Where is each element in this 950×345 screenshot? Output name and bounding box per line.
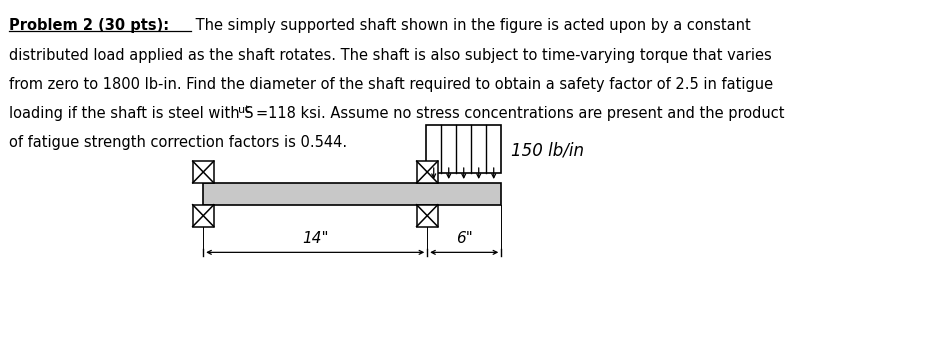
Text: 150 lb/in: 150 lb/in: [511, 141, 584, 159]
Text: Problem 2 (30 pts):: Problem 2 (30 pts):: [10, 18, 169, 33]
Text: of fatigue strength correction factors is 0.544.: of fatigue strength correction factors i…: [10, 135, 347, 150]
Bar: [427, 125, 502, 173]
Bar: [193, 161, 214, 183]
Bar: [417, 205, 438, 227]
Text: 14": 14": [302, 231, 329, 246]
Text: distributed load applied as the shaft rotates. The shaft is also subject to time: distributed load applied as the shaft ro…: [10, 48, 771, 62]
Text: The simply supported shaft shown in the figure is acted upon by a constant: The simply supported shaft shown in the …: [191, 18, 750, 33]
Text: from zero to 1800 lb-in. Find the diameter of the shaft required to obtain a saf: from zero to 1800 lb-in. Find the diamet…: [10, 77, 773, 92]
Text: ut: ut: [238, 105, 250, 115]
Text: =118 ksi. Assume no stress concentrations are present and the product: =118 ksi. Assume no stress concentration…: [256, 106, 785, 121]
Text: 6": 6": [456, 231, 472, 246]
Bar: [203, 183, 502, 205]
Bar: [417, 161, 438, 183]
Text: loading if the shaft is steel with S: loading if the shaft is steel with S: [10, 106, 254, 121]
Bar: [193, 205, 214, 227]
